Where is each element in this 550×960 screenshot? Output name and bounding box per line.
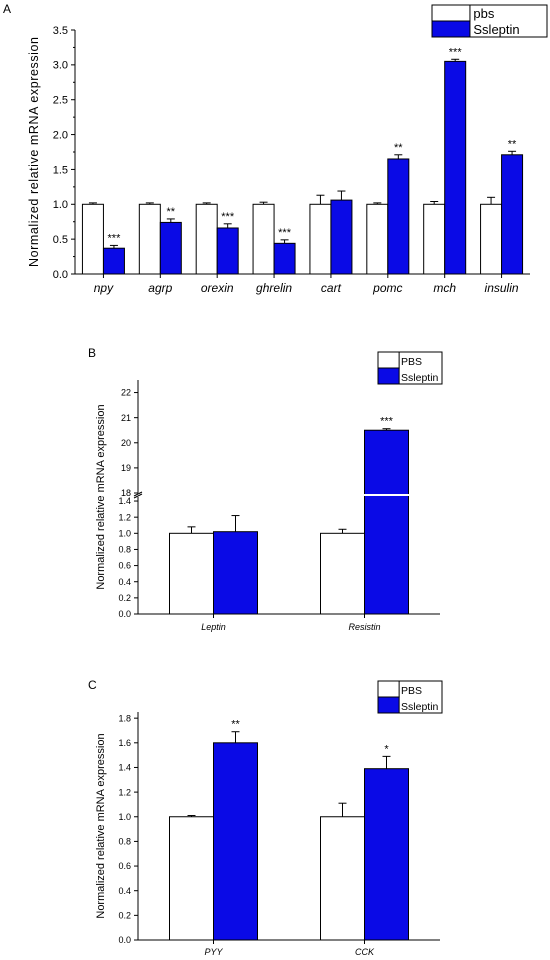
y-tick-label: 0.5 <box>53 234 68 246</box>
y-tick-label: 20 <box>121 438 131 448</box>
bar-treatment <box>330 199 353 275</box>
bar-control <box>169 532 214 615</box>
y-tick-label: 0.6 <box>118 861 131 871</box>
significance-label: *** <box>449 46 463 58</box>
bar-control <box>320 816 365 941</box>
y-tick-label: 2.5 <box>53 95 68 107</box>
x-tick-label: CCK <box>355 947 375 957</box>
y-tick-label: 0.2 <box>118 593 131 603</box>
bar-treatment <box>213 742 258 941</box>
bar-control <box>423 203 446 275</box>
legend-label: Ssleptin <box>401 701 439 713</box>
legend-swatch <box>431 4 471 22</box>
y-tick-label: 0.8 <box>118 837 131 847</box>
significance-label: ** <box>231 719 240 731</box>
significance-label: * <box>384 743 389 755</box>
legend-label: Ssleptin <box>473 22 519 37</box>
bar-control <box>480 203 503 275</box>
legend-swatch <box>431 20 471 38</box>
y-tick-label: 22 <box>121 388 131 398</box>
y-tick-label: 0.0 <box>53 269 68 281</box>
panel-letter: A <box>3 2 11 16</box>
y-tick-label: 1.4 <box>118 763 131 773</box>
x-tick-label: orexin <box>201 281 234 295</box>
y-tick-label: 1.8 <box>118 713 131 723</box>
legend-swatch <box>377 351 400 369</box>
bar-treatment <box>501 154 524 275</box>
x-tick-label: npy <box>94 281 114 295</box>
significance-label: *** <box>278 227 292 239</box>
y-tick-label: 1.0 <box>53 199 68 211</box>
axis-break-mark <box>133 493 143 499</box>
y-tick-label: 0.0 <box>118 609 131 619</box>
y-tick-label: 3.0 <box>53 60 68 72</box>
y-tick-label: 0.8 <box>118 545 131 555</box>
x-tick-label: agrp <box>148 281 172 295</box>
significance-label: ** <box>508 138 517 150</box>
significance-label: ** <box>394 142 403 154</box>
x-tick-label: pomc <box>372 281 402 295</box>
x-tick-label: mch <box>433 281 456 295</box>
significance-label: ** <box>167 206 176 218</box>
y-tick-label: 1.4 <box>118 496 131 506</box>
bar-control <box>252 203 275 275</box>
y-tick-label: 0.6 <box>118 561 131 571</box>
y-tick-label: 1.6 <box>118 738 131 748</box>
x-tick-label: PYY <box>204 947 223 957</box>
y-tick-label: 1.0 <box>118 812 131 822</box>
significance-label: *** <box>221 211 235 223</box>
y-tick-label: 1.0 <box>118 528 131 538</box>
legend-swatch <box>377 367 400 385</box>
legend-label: pbs <box>473 6 494 21</box>
bar-treatment <box>159 221 182 275</box>
y-tick-label: 1.5 <box>53 164 68 176</box>
panel-letter: B <box>88 346 96 360</box>
bar-treatment <box>364 429 409 615</box>
bar-treatment <box>213 531 258 615</box>
axis-break-mark <box>133 491 143 497</box>
panel-letter: C <box>88 678 97 692</box>
y-tick-label: 18 <box>121 488 131 498</box>
x-tick-label: Resistin <box>348 622 380 632</box>
legend-label: Ssleptin <box>401 372 439 384</box>
y-axis-label: Normalized relative mRNA expression <box>95 404 107 589</box>
y-axis-label: Normalized relative mRNA expression <box>95 733 107 918</box>
y-axis-label: Normalized relative mRNA expression <box>27 37 41 267</box>
legend-label: PBS <box>401 356 422 368</box>
bar-treatment <box>102 247 125 275</box>
y-tick-label: 0.4 <box>118 577 131 587</box>
y-tick-label: 1.2 <box>118 787 131 797</box>
bar-control <box>320 532 365 615</box>
legend-swatch <box>377 680 400 698</box>
y-tick-label: 0.0 <box>118 935 131 945</box>
legend-label: PBS <box>401 685 422 697</box>
y-tick-label: 0.4 <box>118 886 131 896</box>
y-tick-label: 0.2 <box>118 911 131 921</box>
bar-treatment <box>387 158 410 275</box>
y-tick-label: 1.2 <box>118 512 131 522</box>
y-tick-label: 21 <box>121 413 131 423</box>
bar-treatment <box>364 768 409 941</box>
bar-treatment <box>273 242 296 275</box>
legend-swatch <box>377 696 400 714</box>
bar-treatment <box>216 227 239 275</box>
bar-control <box>366 203 389 275</box>
significance-label: *** <box>380 416 394 428</box>
bar-control <box>169 816 214 941</box>
y-tick-label: 19 <box>121 463 131 473</box>
bar-control <box>81 203 104 275</box>
bar-break-gap <box>363 494 410 496</box>
x-tick-label: ghrelin <box>256 281 292 295</box>
x-tick-label: insulin <box>485 281 519 295</box>
bar-control <box>309 203 332 275</box>
y-tick-label: 2.0 <box>53 129 68 141</box>
significance-label: *** <box>108 232 122 244</box>
x-tick-label: cart <box>321 281 342 295</box>
bar-treatment <box>444 60 467 275</box>
y-tick-label: 3.5 <box>53 25 68 37</box>
x-tick-label: Leptin <box>201 622 226 632</box>
bar-control <box>138 203 161 275</box>
bar-control <box>195 203 218 275</box>
